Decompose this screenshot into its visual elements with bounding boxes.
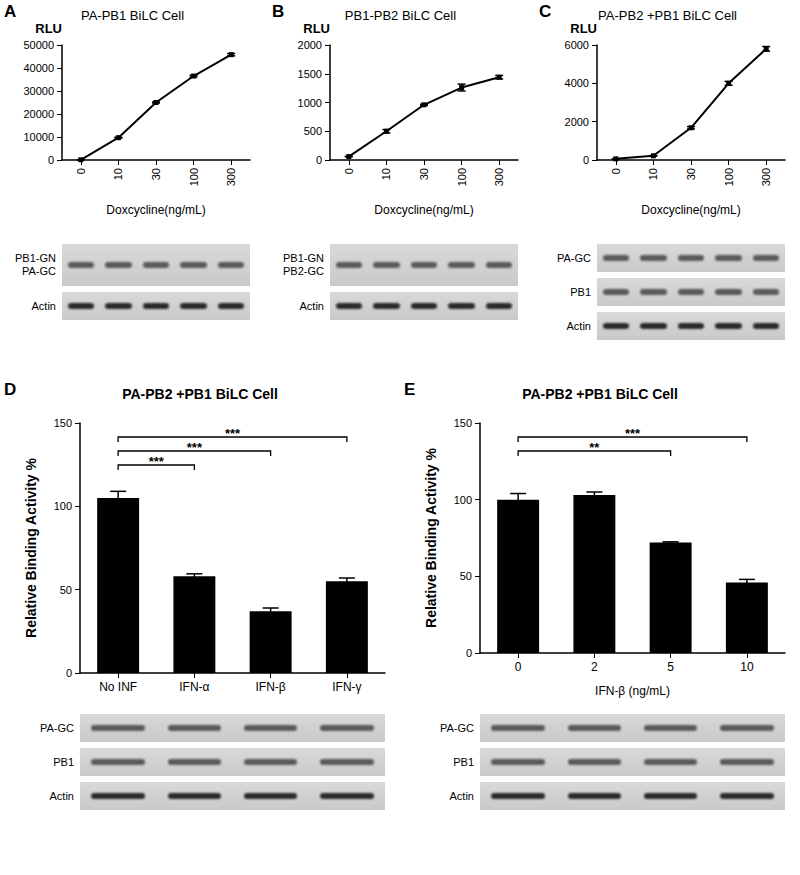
svg-text:Relative Binding Activity %: Relative Binding Activity % (23, 457, 39, 638)
svg-text:***: *** (625, 426, 641, 441)
svg-text:0: 0 (75, 168, 87, 174)
html-text:PB1-GN: PB1-GN (283, 252, 324, 264)
html-text:PA-GC: PA-GC (557, 251, 591, 264)
html-text:PB1: PB1 (570, 285, 591, 298)
svg-text:150: 150 (54, 417, 72, 429)
svg-text:PA-PB2 +PB1 BiLC Cell: PA-PB2 +PB1 BiLC Cell (122, 386, 278, 402)
svg-text:1500: 1500 (298, 68, 322, 80)
html-text:PA-GC: PA-GC (440, 721, 474, 734)
svg-text:0: 0 (316, 154, 322, 166)
svg-text:100: 100 (54, 500, 72, 512)
svg-text:10000: 10000 (23, 131, 54, 143)
svg-text:100: 100 (454, 494, 472, 506)
svg-text:10: 10 (112, 168, 124, 180)
svg-text:0: 0 (466, 647, 472, 659)
html-text:D: D (4, 380, 17, 399)
svg-text:50: 50 (60, 584, 72, 596)
svg-text:0: 0 (48, 154, 54, 166)
svg-text:0: 0 (515, 660, 522, 674)
svg-text:1000: 1000 (298, 97, 322, 109)
svg-text:300: 300 (225, 168, 237, 186)
html-text:Actin: Actin (49, 789, 74, 802)
svg-text:500: 500 (304, 125, 322, 137)
svg-text:2: 2 (591, 660, 598, 674)
svg-text:***: *** (187, 440, 203, 455)
svg-text:30: 30 (418, 168, 430, 180)
svg-text:30000: 30000 (23, 85, 54, 97)
svg-text:Doxcycline(ng/mL): Doxcycline(ng/mL) (641, 203, 740, 217)
html-text:PB1: PB1 (453, 755, 474, 768)
svg-text:Relative Binding Activity %: Relative Binding Activity % (423, 447, 439, 628)
svg-text:10: 10 (380, 168, 392, 180)
svg-text:2000: 2000 (565, 116, 589, 128)
html-text:PB1-GN: PB1-GN (15, 252, 56, 264)
html-text:PA-GC: PA-GC (40, 721, 74, 734)
svg-text:30: 30 (150, 168, 162, 180)
svg-text:PA-PB1 BiLC Cell: PA-PB1 BiLC Cell (81, 8, 184, 23)
svg-text:50: 50 (460, 570, 472, 582)
svg-text:***: *** (225, 426, 241, 441)
svg-text:6000: 6000 (565, 39, 589, 51)
html-text:Actin: Actin (31, 299, 56, 312)
svg-text:150: 150 (454, 417, 472, 429)
svg-text:100: 100 (723, 168, 735, 186)
svg-text:300: 300 (760, 168, 772, 186)
svg-text:***: *** (149, 454, 165, 469)
html-text:B: B (272, 2, 285, 21)
html-text:Actin: Actin (449, 789, 474, 802)
svg-text:2000: 2000 (298, 39, 322, 51)
html-text:C: C (539, 2, 552, 21)
svg-text:20000: 20000 (23, 108, 54, 120)
svg-text:0: 0 (343, 168, 355, 174)
svg-text:10: 10 (647, 168, 659, 180)
html-text:A: A (4, 2, 17, 21)
svg-text:RLU: RLU (303, 21, 330, 36)
svg-text:10: 10 (740, 660, 754, 674)
svg-text:Doxcycline(ng/mL): Doxcycline(ng/mL) (106, 203, 205, 217)
svg-text:RLU: RLU (570, 21, 597, 36)
svg-text:100: 100 (456, 168, 468, 186)
svg-text:0: 0 (66, 667, 72, 679)
svg-text:0: 0 (583, 154, 589, 166)
svg-text:IFN-β (ng/mL): IFN-β (ng/mL) (595, 684, 670, 698)
svg-text:100: 100 (188, 168, 200, 186)
html-text:PA-GC: PA-GC (22, 265, 56, 277)
html-text:E: E (404, 380, 416, 399)
svg-text:No INF: No INF (99, 680, 137, 694)
svg-text:300: 300 (493, 168, 505, 186)
svg-text:0: 0 (610, 168, 622, 174)
html-text:Actin: Actin (566, 319, 591, 332)
html-text:PB2-GC: PB2-GC (283, 265, 324, 277)
svg-text:IFN-γ: IFN-γ (332, 680, 361, 694)
svg-text:4000: 4000 (565, 77, 589, 89)
svg-text:RLU: RLU (35, 21, 62, 36)
svg-text:30: 30 (685, 168, 697, 180)
svg-text:PA-PB2 +PB1 BiLC Cell: PA-PB2 +PB1 BiLC Cell (598, 8, 737, 23)
svg-text:5: 5 (667, 660, 674, 674)
svg-text:40000: 40000 (23, 62, 54, 74)
svg-text:Doxcycline(ng/mL): Doxcycline(ng/mL) (374, 203, 473, 217)
svg-text:IFN-β: IFN-β (256, 680, 286, 694)
html-text:PB1: PB1 (53, 755, 74, 768)
html-text:Actin: Actin (299, 299, 324, 312)
svg-text:PB1-PB2 BiLC Cell: PB1-PB2 BiLC Cell (345, 8, 456, 23)
svg-text:IFN-α: IFN-α (179, 680, 209, 694)
svg-text:**: ** (589, 440, 600, 455)
svg-text:50000: 50000 (23, 39, 54, 51)
svg-text:PA-PB2 +PB1 BiLC Cell: PA-PB2 +PB1 BiLC Cell (522, 386, 678, 402)
